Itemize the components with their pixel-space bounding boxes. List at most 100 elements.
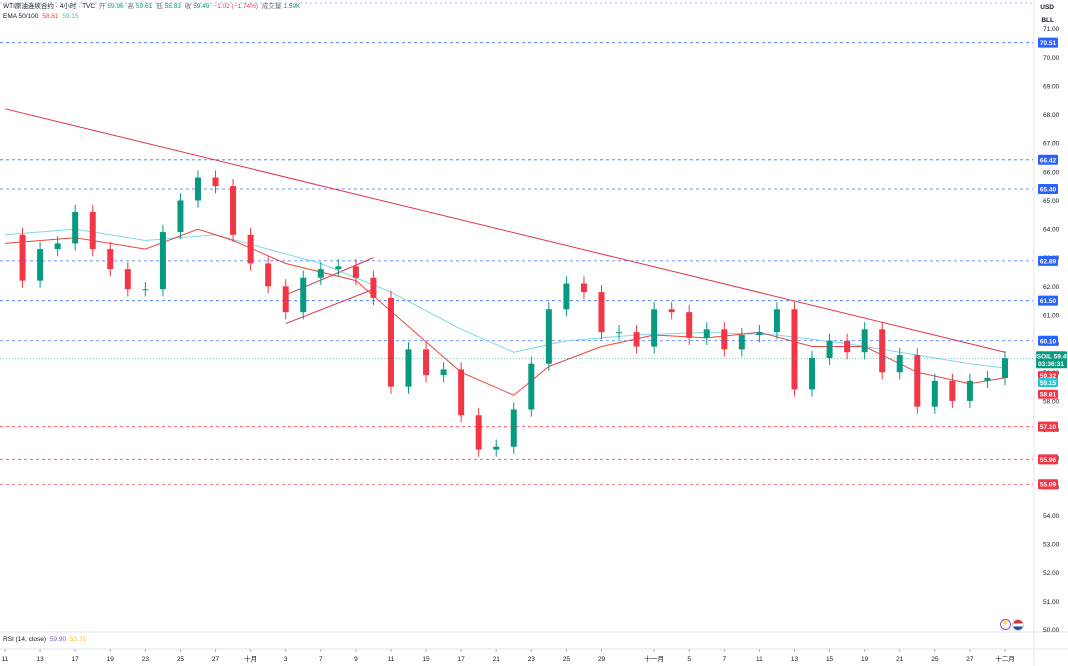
candle-body: [265, 263, 272, 287]
candle-body: [230, 186, 237, 235]
candle-body: [896, 355, 903, 373]
x-tick-label: 25: [177, 656, 185, 663]
x-tick-label: 3: [284, 656, 288, 663]
candle-body: [545, 309, 552, 364]
candle-body: [861, 329, 868, 353]
y-tick-label: 68.00: [1043, 112, 1060, 119]
candle-body: [19, 234, 26, 281]
level-badge: [1038, 454, 1058, 465]
candle-body: [510, 409, 517, 447]
current-price-badge: [1036, 351, 1067, 369]
x-tick-label: 27: [966, 656, 974, 663]
candle-body: [124, 269, 131, 290]
candle-body: [616, 332, 623, 334]
unit-label[interactable]: BLL: [1041, 17, 1054, 24]
x-tick-label: 25: [931, 656, 939, 663]
lightning-icon[interactable]: ⚡: [1000, 619, 1011, 630]
y-tick-label: 64.00: [1043, 227, 1060, 234]
ema100-line: [4, 228, 1006, 369]
rsi-label[interactable]: RSI (14, close): [3, 636, 46, 643]
candle-body: [651, 309, 658, 347]
x-tick-label: 5: [687, 656, 691, 663]
open-value: 59.96: [107, 3, 124, 10]
candle-body: [703, 329, 710, 338]
y-tick-label: 51.00: [1043, 599, 1060, 606]
high-value: 59.61: [136, 3, 153, 10]
candle-body: [405, 349, 412, 387]
rsi-legend[interactable]: RSI (14, close) 59.90 53.71: [3, 635, 88, 644]
level-badge-label: 60.10: [1040, 338, 1057, 345]
y-tick-label: 66.00: [1043, 169, 1060, 176]
x-tick-label: 13: [36, 656, 44, 663]
candle-body: [738, 335, 745, 350]
candle-body: [931, 380, 938, 407]
ema-legend[interactable]: EMA 50/100 58.81 59.15: [3, 12, 81, 21]
x-tick-label: 15: [826, 656, 834, 663]
x-tick-label: 11: [2, 656, 9, 663]
ema-label[interactable]: EMA 50/100: [3, 13, 39, 20]
candle-body: [37, 249, 44, 281]
indicator-badge: [1038, 371, 1058, 381]
candle-body: [809, 357, 816, 390]
candle-body: [984, 378, 991, 381]
ema50-line: [4, 228, 1006, 396]
us-flag-icon[interactable]: [1012, 619, 1024, 631]
currency-label[interactable]: USD: [1040, 4, 1054, 11]
candle-body: [300, 277, 307, 313]
level-badge: [1038, 479, 1058, 490]
level-badge-label: 55.09: [1040, 482, 1057, 489]
level-badge-label: 57.10: [1040, 424, 1057, 431]
y-tick-label: 52.00: [1043, 570, 1060, 577]
rsi-value: 59.90: [49, 636, 67, 643]
candle-body: [826, 340, 833, 358]
low-value: 58.83: [164, 3, 181, 10]
candle-body: [721, 329, 728, 350]
candle-body: [633, 332, 640, 347]
candle-body: [966, 380, 973, 401]
open-label: 开: [98, 3, 106, 10]
level-badge: [1038, 295, 1058, 306]
level-badge-label: 66.42: [1040, 157, 1057, 164]
level-badge-label: 55.96: [1040, 457, 1057, 464]
level-badge: [1038, 154, 1058, 165]
symbol-legend[interactable]: WTI原油连续合约 · 4小时 · TVC 开 59.96 高 59.61 低 58.…: [3, 2, 302, 11]
candle-body: [370, 277, 377, 298]
x-tick-label: 11: [756, 656, 763, 663]
x-tick-label: 7: [722, 656, 726, 663]
x-tick-label: 23: [528, 656, 536, 663]
x-tick-label: 15: [422, 656, 430, 663]
x-tick-label: 十二月: [995, 654, 1015, 663]
candle-body: [159, 231, 166, 290]
candle-body: [352, 266, 359, 278]
candle-body: [423, 349, 430, 376]
x-tick-label: 27: [212, 656, 220, 663]
level-badge-label: 70.51: [1040, 40, 1057, 47]
y-tick-label: 70.00: [1043, 55, 1060, 62]
indicator-badge: [1038, 389, 1058, 399]
change-value: −1.02 (−1.74%): [213, 3, 259, 10]
level-badge: [1038, 255, 1058, 266]
level-badge: [1038, 37, 1058, 48]
candle-body: [440, 369, 447, 376]
candle-body: [580, 283, 587, 293]
indicator-badge-label: 59.15: [1040, 380, 1057, 387]
indicator-badge-label: 59.32: [1040, 373, 1057, 380]
rsi-ma-value: 53.71: [69, 636, 87, 643]
level-badge: [1038, 184, 1058, 194]
channel-line: [285, 257, 374, 296]
candle-body: [142, 289, 149, 291]
channel-line: [285, 288, 374, 325]
y-tick-label: 71.00: [1043, 26, 1060, 33]
candle-body: [493, 446, 500, 450]
x-tick-label: 19: [861, 656, 869, 663]
level-badge: [1038, 335, 1058, 346]
countdown-label: 03:36:31: [1038, 361, 1064, 368]
low-label: 低: [156, 3, 163, 10]
candle-body: [458, 369, 465, 416]
symbol-title[interactable]: WTI原油连续合约 · 4小时 · TVC: [3, 3, 96, 10]
candle-body: [791, 309, 798, 390]
x-tick-label: 19: [107, 656, 115, 663]
y-tick-label: 62.00: [1043, 284, 1060, 291]
candle-body: [563, 283, 570, 310]
